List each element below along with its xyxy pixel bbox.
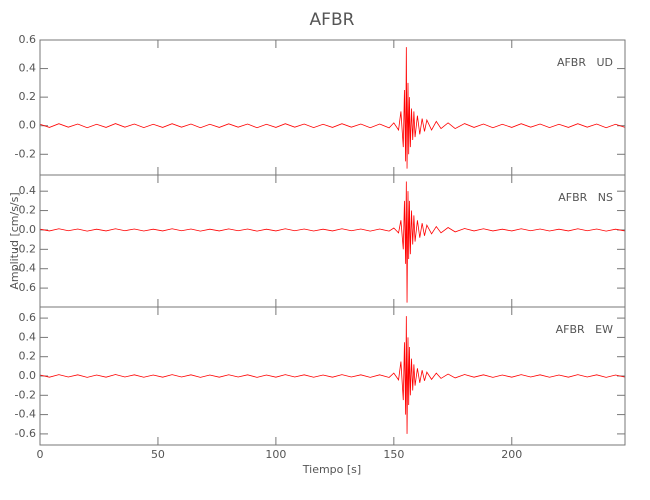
chart-title: AFBR	[310, 10, 355, 30]
y-axis-label: Amplitud [cm/s/s]	[8, 192, 21, 289]
y-tick-label: 0.0	[19, 223, 37, 236]
y-tick-label: 0.2	[19, 350, 37, 363]
panel-frame	[39, 39, 626, 176]
x-tick-label: 200	[501, 448, 522, 461]
x-tick-label: 150	[383, 448, 404, 461]
y-tick-label: -0.6	[15, 281, 36, 294]
panel-frame	[39, 306, 626, 446]
x-tick-label: 0	[37, 448, 44, 461]
waveform	[39, 47, 626, 169]
y-tick-label: 0.6	[19, 33, 37, 46]
y-tick-label: 0.0	[19, 119, 37, 132]
y-tick-label: -0.4	[15, 262, 36, 275]
x-axis-label: Tiempo [s]	[302, 463, 361, 476]
y-tick-label: 0.6	[19, 311, 37, 324]
y-tick-label: 0.4	[19, 62, 37, 75]
y-tick-label: -0.2	[15, 388, 36, 401]
y-tick-label: 0.4	[19, 330, 37, 343]
y-tick-label: -0.2	[15, 147, 36, 160]
y-tick-label: 0.4	[19, 184, 37, 197]
panel-annotation: AFBR EW	[556, 323, 613, 336]
y-tick-label: 0.2	[19, 204, 37, 217]
waveform	[39, 316, 626, 434]
y-tick-label: -0.6	[15, 427, 36, 440]
y-tick-label: -0.2	[15, 242, 36, 255]
y-tick-label: 0.2	[19, 90, 37, 103]
x-tick-label: 50	[151, 448, 165, 461]
panel-frame	[39, 174, 626, 308]
waveform	[39, 181, 626, 303]
x-tick-label: 100	[265, 448, 286, 461]
y-tick-label: 0.0	[19, 369, 37, 382]
panel-annotation: AFBR NS	[558, 191, 613, 204]
panel-annotation: AFBR UD	[557, 56, 613, 69]
y-tick-label: -0.4	[15, 408, 36, 421]
